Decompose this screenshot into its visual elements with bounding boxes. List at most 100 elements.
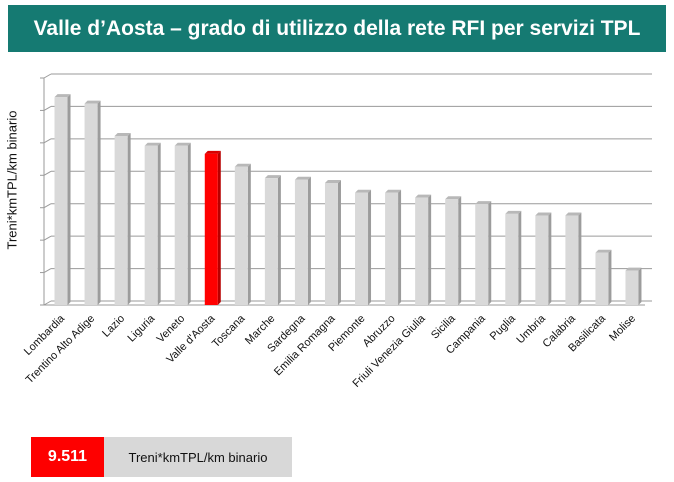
x-tick-label: Toscana: [210, 312, 248, 350]
gridline-depth: [43, 235, 52, 241]
bar-abruzzo: [385, 189, 402, 305]
bar-calabria: [565, 212, 582, 305]
bar-front: [535, 215, 549, 305]
bar-valle-d-aosta: [204, 150, 221, 305]
bar-top: [204, 150, 221, 154]
bar-top: [385, 189, 402, 193]
bar-front: [415, 197, 429, 305]
bar-toscana: [234, 163, 251, 305]
bar-top: [475, 201, 492, 205]
bar-liguria: [144, 142, 161, 305]
bar-top: [144, 142, 161, 146]
bar-top: [54, 94, 71, 98]
bar-top: [445, 196, 462, 200]
bar-side: [458, 196, 462, 305]
bar-friuli-venezia-giulia: [415, 194, 432, 305]
bar-side: [578, 212, 582, 305]
bar-front: [565, 215, 579, 305]
bar-side: [97, 100, 101, 305]
bar-top: [355, 189, 372, 193]
bar-side: [337, 180, 341, 305]
bars-layer: [54, 94, 642, 305]
bar-front: [174, 145, 188, 305]
bar-front: [445, 199, 459, 305]
bar-front: [355, 192, 369, 305]
chart-title-banner: Valle d’Aosta – grado di utilizzo della …: [8, 5, 666, 52]
bar-sicilia: [445, 196, 462, 305]
gridline-depth: [43, 170, 52, 176]
bar-front: [475, 204, 489, 305]
chart-title: Valle d’Aosta – grado di utilizzo della …: [33, 16, 641, 40]
bar-side: [157, 142, 161, 305]
bar-front: [324, 183, 338, 305]
bar-top: [565, 212, 582, 216]
legend-value: 9.511: [47, 448, 88, 465]
bar-veneto: [174, 142, 191, 305]
bar-emilia-romagna: [324, 180, 341, 305]
bar-trentino-alto-adige: [84, 100, 101, 305]
bar-umbria: [535, 212, 552, 305]
legend-value-box: 9.511: [31, 437, 104, 477]
bar-top: [595, 249, 612, 253]
bar-side: [368, 189, 372, 305]
bar-side: [488, 201, 492, 305]
legend-unit-box: Treni*kmTPL/km binario: [104, 437, 292, 477]
bar-side: [127, 132, 131, 305]
bar-top: [264, 175, 281, 179]
bar-front: [264, 178, 278, 305]
bar-top: [84, 100, 101, 104]
bar-top: [625, 267, 642, 271]
bar-side: [67, 94, 71, 305]
gridline-depth: [43, 138, 52, 144]
bar-front: [385, 192, 399, 305]
gridline-depth: [43, 105, 52, 111]
bar-top: [234, 163, 251, 167]
bar-side: [187, 142, 191, 305]
bar-campania: [475, 201, 492, 305]
gridline-depth: [43, 268, 52, 274]
bar-front: [505, 213, 519, 305]
bar-top: [415, 194, 432, 198]
bar-side: [548, 212, 552, 305]
bar-marche: [264, 175, 281, 305]
bar-side: [638, 267, 642, 305]
bar-front: [204, 153, 218, 305]
grid-layer: [40, 73, 652, 306]
bar-front: [84, 103, 98, 305]
bar-front: [234, 166, 248, 305]
x-tick-label: Lazio: [100, 313, 127, 340]
x-tick-label: Liguria: [125, 312, 157, 344]
x-tick-label: Molise: [607, 313, 638, 344]
bar-lombardia: [54, 94, 71, 305]
bar-top: [294, 176, 311, 180]
bar-piemonte: [355, 189, 372, 305]
bar-basilicata: [595, 249, 612, 305]
bar-front: [595, 252, 609, 305]
bar-front: [144, 145, 158, 305]
bar-top: [174, 142, 191, 146]
bar-top: [505, 210, 522, 214]
bar-side: [428, 194, 432, 305]
bar-lazio: [114, 132, 131, 305]
bar-top: [114, 132, 131, 136]
bar-sardegna: [294, 176, 311, 305]
gridline-depth: [43, 73, 52, 79]
bar-side: [277, 175, 281, 305]
bar-front: [625, 270, 639, 305]
legend-unit: Treni*kmTPL/km binario: [128, 449, 268, 465]
bar-side: [247, 163, 251, 305]
bar-molise: [625, 267, 642, 305]
bar-front: [114, 135, 128, 305]
bar-side: [398, 189, 402, 305]
bar-front: [294, 179, 308, 305]
gridline-depth: [43, 203, 52, 209]
bar-side: [217, 150, 221, 305]
bar-side: [518, 210, 522, 305]
bar-top: [535, 212, 552, 216]
gridline-depth: [43, 300, 52, 306]
bar-puglia: [505, 210, 522, 305]
bar-top: [324, 180, 341, 184]
bar-side: [307, 176, 311, 305]
